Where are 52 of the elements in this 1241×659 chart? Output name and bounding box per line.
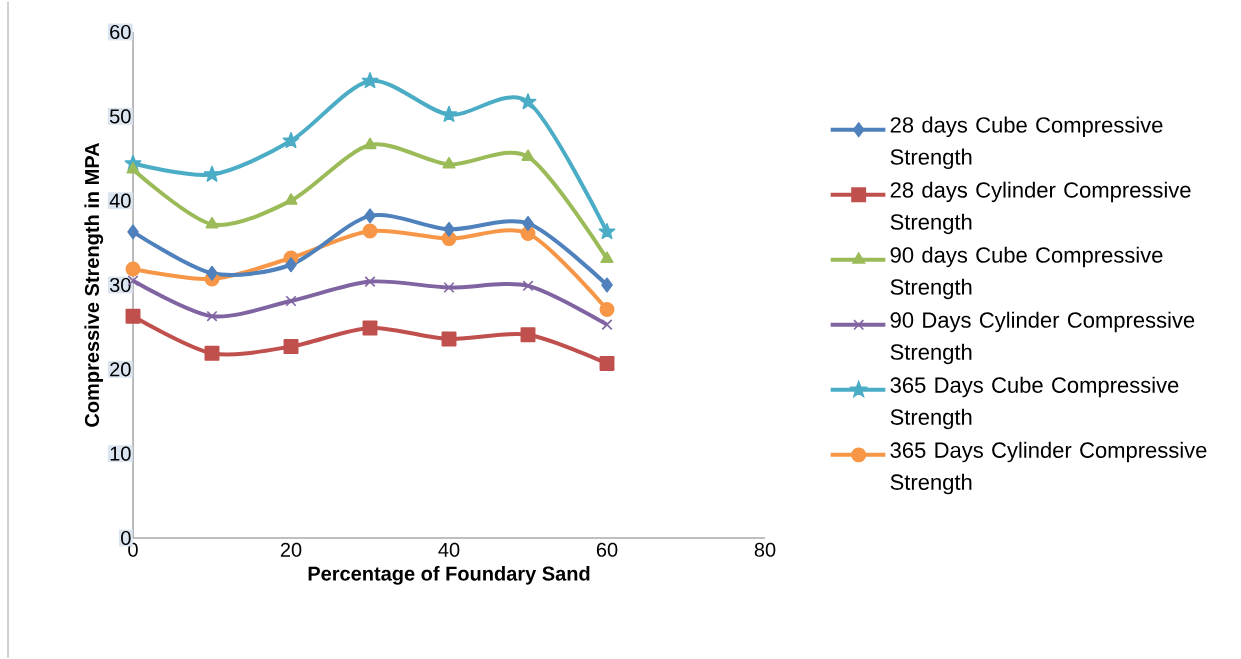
x-tick-label: 20 (280, 542, 302, 557)
legend-label: 28 days Cube Compressive Strength (890, 116, 1163, 170)
point (522, 215, 534, 231)
legend-label: 365 Days Cylinder Compressive Strength (890, 441, 1207, 495)
x-tick-label: 80 (754, 542, 776, 557)
point (600, 251, 614, 263)
y-tick-label: 10 (110, 446, 131, 461)
point (127, 224, 139, 240)
point (282, 131, 300, 149)
point (205, 216, 219, 229)
y-tick-label: 40 (109, 193, 131, 208)
point (598, 223, 616, 240)
point (285, 295, 297, 307)
legend-label: 90 Days Cylinder Compressive Strength (890, 311, 1195, 365)
point (363, 137, 377, 150)
x-tick-label: 40 (438, 542, 460, 557)
point (442, 156, 456, 169)
point (601, 277, 613, 293)
point (206, 310, 218, 322)
point (284, 193, 298, 205)
x-tick-label: 60 (596, 542, 618, 557)
point (522, 280, 534, 292)
point (519, 93, 537, 110)
point (364, 276, 376, 288)
y-tick-label: 20 (110, 362, 131, 377)
point (126, 161, 140, 174)
point (283, 339, 299, 355)
point (206, 265, 218, 281)
point (364, 208, 376, 224)
point (361, 72, 379, 89)
y-tick-label: 60 (110, 24, 131, 40)
point (125, 308, 141, 324)
point (443, 282, 455, 294)
legend-label: 28 days Cylinder Compressive Strength (890, 181, 1191, 235)
point (125, 261, 141, 277)
x-axis-title: Percentage of Foundary Sand (308, 566, 590, 585)
point (601, 319, 613, 331)
point (599, 355, 615, 371)
legend-label: 90 days Cube Compressive Strength (890, 246, 1163, 300)
y-tick-label: 30 (109, 277, 131, 293)
point (441, 331, 457, 347)
point (599, 301, 615, 317)
point (285, 257, 297, 273)
point (520, 327, 536, 343)
y-axis-title: Compressive Strength in MPA (84, 142, 104, 427)
legend-label: 365 Days Cube Compressive Strength (890, 376, 1179, 430)
point (204, 345, 220, 361)
y-tick-label: 50 (109, 109, 131, 124)
point (521, 149, 535, 161)
point (362, 223, 378, 239)
point (203, 165, 221, 182)
point (443, 221, 455, 237)
